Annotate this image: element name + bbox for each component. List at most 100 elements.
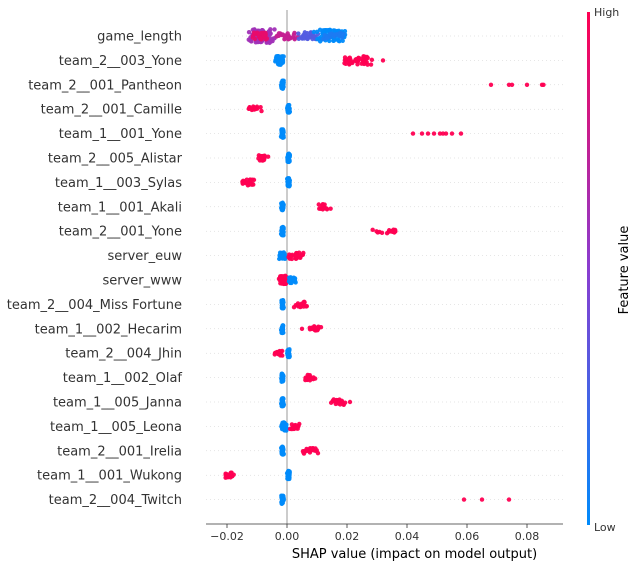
shap-point	[277, 275, 283, 281]
shap-point	[260, 158, 265, 163]
shap-point	[286, 105, 291, 110]
shap-point	[344, 57, 349, 63]
shap-point	[298, 253, 304, 258]
shap-point	[328, 206, 333, 211]
feature-label: team_2__001_Pantheon	[28, 78, 182, 93]
shap-point	[251, 30, 257, 35]
shap-point	[342, 400, 348, 405]
shap-point	[287, 36, 293, 41]
shap-point	[297, 302, 303, 307]
shap-point	[292, 253, 298, 258]
shap-point	[280, 450, 286, 455]
shap-point	[254, 104, 260, 109]
feature-label: team_2__001_Yone	[59, 225, 182, 240]
feature-label: team_1__003_Sylas	[55, 176, 182, 191]
shap-point	[313, 328, 318, 333]
x-tick-label: 0.00	[275, 530, 300, 543]
shap-point	[320, 36, 326, 42]
shap-point	[258, 104, 263, 110]
shap-point	[241, 178, 246, 184]
shap-point	[280, 84, 285, 90]
x-tick-label: 0.04	[395, 530, 420, 543]
shap-point	[284, 422, 289, 427]
shap-point	[311, 376, 316, 382]
shap-point	[368, 62, 374, 67]
shap-point	[268, 31, 273, 36]
shap-point	[259, 30, 264, 36]
shap-point	[246, 29, 252, 35]
shap-point	[328, 31, 333, 37]
shap-point	[390, 229, 395, 234]
colorbar-high-label: High	[594, 6, 619, 19]
shap-point	[281, 233, 286, 238]
feature-label: team_2__004_Twitch	[49, 493, 182, 508]
shap-point	[331, 28, 336, 33]
shap-point	[358, 56, 363, 61]
shap-point	[246, 37, 251, 42]
shap-point	[347, 399, 353, 405]
shap-point	[310, 325, 315, 330]
shap-point	[281, 250, 286, 255]
shap-point	[374, 229, 379, 234]
shap-point	[541, 82, 546, 88]
shap-point	[285, 154, 290, 160]
feature-label: team_2__003_Yone	[59, 54, 182, 69]
feature-label: team_1__002_Hecarim	[35, 322, 182, 337]
shap-point	[410, 131, 416, 136]
shap-point	[386, 228, 392, 233]
shap-point	[270, 38, 275, 44]
shap-point	[488, 82, 494, 88]
shap-point	[280, 298, 286, 303]
shap-point	[311, 29, 317, 35]
shap-point	[259, 154, 264, 159]
shap-point	[279, 396, 285, 401]
feature-labels: game_length team_2__003_Yone team_2__001_P…	[7, 30, 183, 509]
shap-point	[316, 324, 321, 329]
shap-point	[263, 32, 268, 37]
shap-point	[289, 422, 295, 427]
shap-point	[286, 159, 291, 165]
shap-point	[251, 177, 257, 183]
x-tick-label: 0.08	[515, 530, 540, 543]
shap-point	[419, 131, 425, 136]
shap-point	[479, 497, 485, 502]
shap-point	[301, 300, 306, 305]
colorbar-low-label: Low	[594, 521, 616, 534]
x-axis-label: SHAP value (impact on model output)	[292, 547, 537, 562]
shap-point	[280, 57, 286, 63]
shap-point	[223, 475, 228, 480]
shap-point	[289, 256, 295, 262]
x-tick-label: −0.02	[210, 530, 244, 543]
shap-point	[275, 53, 280, 59]
x-tick-label: 0.06	[455, 530, 480, 543]
shap-point	[258, 36, 263, 41]
feature-label: team_2__005_Alistar	[48, 152, 183, 167]
shap-point	[337, 33, 342, 38]
shap-point	[324, 27, 329, 33]
shap-point	[348, 57, 353, 62]
shap-point	[283, 273, 288, 278]
shap-point	[265, 154, 271, 159]
shap-point	[362, 54, 367, 59]
feature-label: team_1__005_Janna	[53, 396, 182, 411]
shap-point	[280, 376, 285, 381]
shap-point	[250, 35, 256, 40]
shap-point	[247, 178, 253, 183]
shap-point	[292, 30, 297, 36]
shap-point	[296, 31, 301, 36]
shap-point	[304, 303, 309, 309]
shap-point	[279, 444, 285, 450]
shap-point	[249, 182, 255, 187]
shap-point	[287, 354, 292, 360]
shap-point	[272, 27, 277, 32]
shap-point	[292, 426, 297, 431]
shap-point	[370, 227, 375, 232]
shap-point	[278, 351, 283, 356]
shap-point	[305, 35, 311, 41]
shap-point	[247, 105, 252, 110]
shap-point	[273, 350, 278, 355]
feature-label: team_2__001_Irelia	[57, 444, 182, 459]
shap-point	[443, 131, 449, 136]
shap-point	[285, 31, 290, 36]
shap-point	[280, 32, 285, 37]
